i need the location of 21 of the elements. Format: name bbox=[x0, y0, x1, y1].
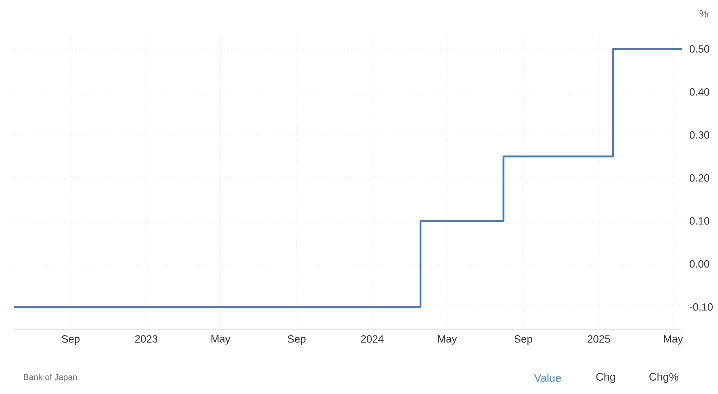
y-tick-label: -0.10 bbox=[690, 304, 713, 311]
x-tick-label: May bbox=[438, 336, 458, 345]
y-axis-title: % bbox=[700, 10, 708, 18]
y-tick-label: 0.40 bbox=[690, 88, 710, 96]
y-tick-label: 0.00 bbox=[690, 260, 710, 268]
y-tick-label: 0.10 bbox=[690, 218, 710, 225]
y-tick-label: 0.50 bbox=[690, 45, 710, 53]
x-tick-label: 2023 bbox=[135, 336, 158, 343]
y-tick-label: 0.30 bbox=[690, 132, 710, 139]
x-tick-label: May bbox=[212, 336, 231, 345]
x-tick-label: Sep bbox=[288, 336, 306, 345]
y-tick-label: 0.20 bbox=[690, 174, 710, 182]
x-tick-label: May bbox=[664, 336, 684, 345]
text: Chg% bbox=[650, 372, 679, 384]
x-tick-label: 2025 bbox=[588, 336, 610, 343]
x-tick-label: Sep bbox=[62, 336, 80, 345]
x-tick-label: Sep bbox=[514, 336, 532, 345]
text: Bank of Japan bbox=[24, 374, 78, 382]
x-tick-label: 2024 bbox=[361, 336, 384, 343]
text: Chg bbox=[596, 372, 616, 384]
text: Value bbox=[534, 374, 562, 382]
